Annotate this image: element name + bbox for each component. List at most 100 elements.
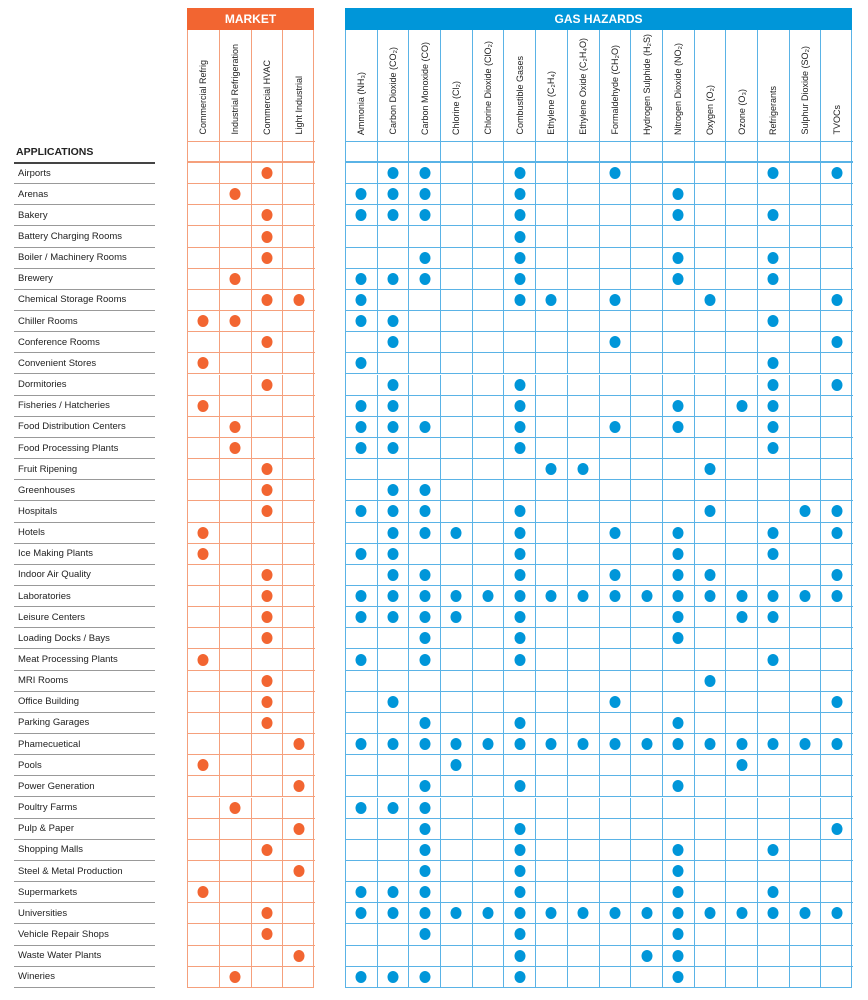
applicable-dot xyxy=(387,315,399,328)
matrix-cell xyxy=(631,882,663,904)
matrix-cell xyxy=(757,226,790,248)
matrix-cell xyxy=(631,226,663,248)
matrix-cell xyxy=(821,311,853,333)
applicable-dot xyxy=(387,971,399,984)
matrix-cell xyxy=(472,818,505,840)
matrix-cell xyxy=(567,480,600,502)
applicable-dot xyxy=(831,293,843,306)
applicable-dot xyxy=(672,928,684,941)
matrix-cell xyxy=(789,607,822,629)
applicable-dot xyxy=(704,505,716,518)
matrix-cell xyxy=(726,564,758,586)
applicable-dot xyxy=(387,336,399,349)
matrix-cell xyxy=(631,501,663,523)
applicable-dot xyxy=(450,759,462,772)
applicable-dot xyxy=(736,907,748,920)
matrix-cell xyxy=(188,247,220,269)
matrix-cell xyxy=(251,437,284,460)
applicable-dot xyxy=(261,505,273,518)
matrix-cell xyxy=(662,142,695,163)
matrix-cell xyxy=(726,247,758,269)
matrix-cell xyxy=(409,480,442,502)
matrix-cell xyxy=(758,966,790,988)
matrix-cell xyxy=(441,945,473,967)
column-header: Combustible Gases xyxy=(504,30,537,142)
matrix-cell xyxy=(251,353,284,375)
matrix-cell xyxy=(441,184,473,206)
matrix-cell xyxy=(219,818,252,840)
matrix-cell xyxy=(219,649,252,671)
application-label: Battery Charging Rooms xyxy=(14,226,155,248)
matrix-cell xyxy=(599,628,632,650)
matrix-cell xyxy=(631,205,663,227)
application-label: Leisure Centers xyxy=(14,607,155,629)
matrix-cell xyxy=(346,374,378,396)
matrix-cell xyxy=(821,607,853,629)
applicable-dot xyxy=(387,738,399,751)
application-label: Bakery xyxy=(14,205,155,227)
matrix-cell xyxy=(599,564,632,586)
matrix-cell xyxy=(726,289,758,312)
matrix-cell xyxy=(441,289,473,312)
matrix-cell xyxy=(441,374,473,396)
matrix-cell xyxy=(283,628,315,650)
matrix-cell xyxy=(789,670,822,692)
matrix-cell xyxy=(631,818,663,840)
matrix-cell xyxy=(377,670,410,692)
matrix-cell xyxy=(219,501,252,523)
matrix-cell xyxy=(504,437,537,460)
matrix-cell xyxy=(536,311,568,333)
applicable-dot xyxy=(261,568,273,581)
column-header: Sulphur Dioxide (SO₂) xyxy=(789,30,822,142)
application-label: Laboratories xyxy=(14,586,155,608)
matrix-cell xyxy=(441,564,473,586)
applicable-dot xyxy=(261,843,273,856)
matrix-cell xyxy=(219,797,252,819)
matrix-cell xyxy=(219,903,252,925)
applicable-dot xyxy=(261,695,273,708)
matrix-cell xyxy=(695,966,727,988)
matrix-cell xyxy=(726,332,758,354)
matrix-cell xyxy=(188,311,220,333)
applicable-dot xyxy=(419,209,431,222)
matrix-cell xyxy=(757,184,790,206)
matrix-cell xyxy=(472,945,505,967)
matrix-cell xyxy=(536,628,568,650)
matrix-cell xyxy=(600,966,632,988)
matrix-cell xyxy=(599,839,632,861)
matrix-cell xyxy=(694,564,727,586)
matrix-cell xyxy=(567,586,600,608)
column-header-label: Ammonia (NH₃) xyxy=(356,71,367,135)
matrix-cell xyxy=(631,247,663,269)
matrix-cell xyxy=(188,839,220,861)
matrix-cell xyxy=(409,501,442,523)
matrix-cell xyxy=(472,903,505,925)
matrix-cell xyxy=(599,882,632,904)
matrix-cell xyxy=(441,480,473,502)
matrix-cell xyxy=(599,522,632,544)
matrix-cell xyxy=(662,734,695,756)
matrix-cell xyxy=(599,311,632,333)
matrix-cell xyxy=(662,184,695,206)
applicable-dot xyxy=(387,188,399,201)
applicable-dot xyxy=(545,590,557,603)
matrix-cell xyxy=(662,268,695,290)
matrix-cell xyxy=(662,501,695,523)
matrix-cell xyxy=(567,374,600,396)
matrix-cell xyxy=(441,924,473,946)
matrix-cell xyxy=(599,395,632,417)
matrix-cell xyxy=(504,163,537,185)
applicable-dot xyxy=(387,547,399,560)
applicable-dot xyxy=(672,780,684,793)
applicable-dot xyxy=(261,167,273,180)
matrix-cell xyxy=(504,712,537,735)
matrix-cell xyxy=(821,713,853,735)
matrix-cell xyxy=(662,416,695,438)
matrix-cell xyxy=(472,691,505,713)
matrix-cell xyxy=(662,628,695,650)
matrix-cell xyxy=(631,628,663,650)
matrix-cell xyxy=(757,839,790,861)
matrix-cell xyxy=(219,860,252,883)
application-label: Phamecuetical xyxy=(14,734,155,756)
matrix-cell xyxy=(694,882,727,904)
